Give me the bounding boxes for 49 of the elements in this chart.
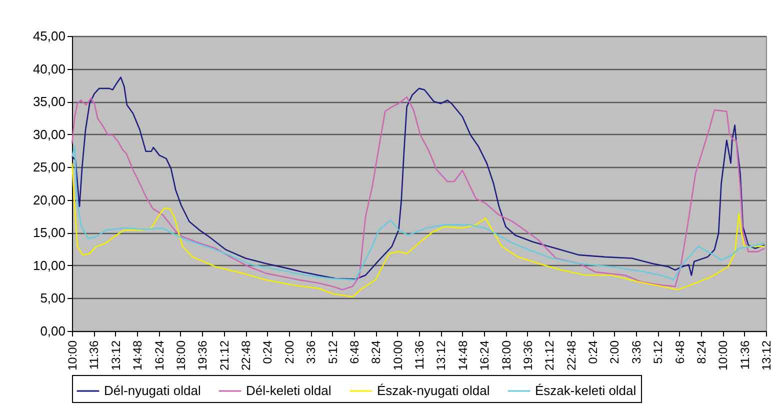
legend-label: Észak-keleti oldal: [535, 383, 636, 398]
x-tick-label: 8:24: [369, 340, 384, 364]
x-tick-label: 21:12: [217, 340, 232, 371]
x-tick-label: 11:36: [738, 340, 752, 370]
line-series: [71, 162, 766, 298]
y-tick-label: 15,00: [32, 225, 66, 240]
y-tick-label: 0,00: [40, 324, 66, 338]
x-tick-label: 3:36: [629, 340, 644, 364]
x-tick-label: 22:48: [239, 340, 253, 371]
legend-label: Dél-keleti oldal: [246, 383, 332, 398]
x-tick-label: 10:00: [390, 340, 405, 371]
x-tick-label: 2:00: [608, 340, 622, 364]
x-tick-label: 13:12: [108, 340, 123, 371]
x-tick-label: 8:24: [694, 340, 708, 364]
y-tick-label: 35,00: [32, 94, 66, 110]
y-tick-label: 10,00: [32, 258, 66, 273]
x-tick-label: 16:24: [152, 340, 166, 371]
x-tick-label: 11:36: [412, 340, 426, 370]
x-tick-label: 14:48: [456, 340, 470, 371]
y-tick-label: 25,00: [32, 160, 66, 175]
x-tick-label: 16:24: [478, 340, 492, 371]
x-tick-label: 2:00: [282, 340, 296, 364]
line-series: [71, 146, 766, 281]
x-tick-label: 19:36: [196, 340, 210, 371]
x-tick-label: 18:00: [499, 340, 514, 371]
x-tick-label: 0:24: [260, 340, 275, 364]
legend-label: Dél-nyugati oldal: [104, 383, 201, 398]
x-tick-label: 18:00: [174, 340, 188, 371]
x-tick-label: 0:24: [586, 340, 600, 364]
x-tick-label: 22:48: [564, 340, 578, 371]
x-tick-label: 11:36: [87, 340, 102, 370]
x-tick-label: 5:12: [326, 340, 340, 364]
x-tick-label: 21:12: [542, 340, 557, 371]
x-tick-label: 6:48: [672, 340, 687, 364]
y-tick-label: 30,00: [32, 126, 66, 142]
x-tick-label: 19:36: [520, 340, 535, 371]
x-tick-label: 13:12: [434, 340, 448, 371]
x-tick-label: 10:00: [716, 340, 730, 371]
x-tick-label: 14:48: [130, 340, 145, 371]
legend-label: Észak-nyugati oldal: [377, 383, 490, 398]
y-tick-label: 45,00: [32, 28, 66, 44]
x-tick-label: 5:12: [651, 340, 666, 364]
y-tick-label: 40,00: [32, 61, 66, 76]
x-tick-label: 6:48: [347, 340, 362, 364]
x-tick-label: 3:36: [304, 340, 318, 364]
x-tick-label: 10:00: [66, 340, 80, 371]
y-tick-label: 20,00: [32, 192, 66, 208]
y-tick-label: 5,00: [40, 290, 66, 306]
x-tick-label: 13:12: [760, 340, 774, 371]
